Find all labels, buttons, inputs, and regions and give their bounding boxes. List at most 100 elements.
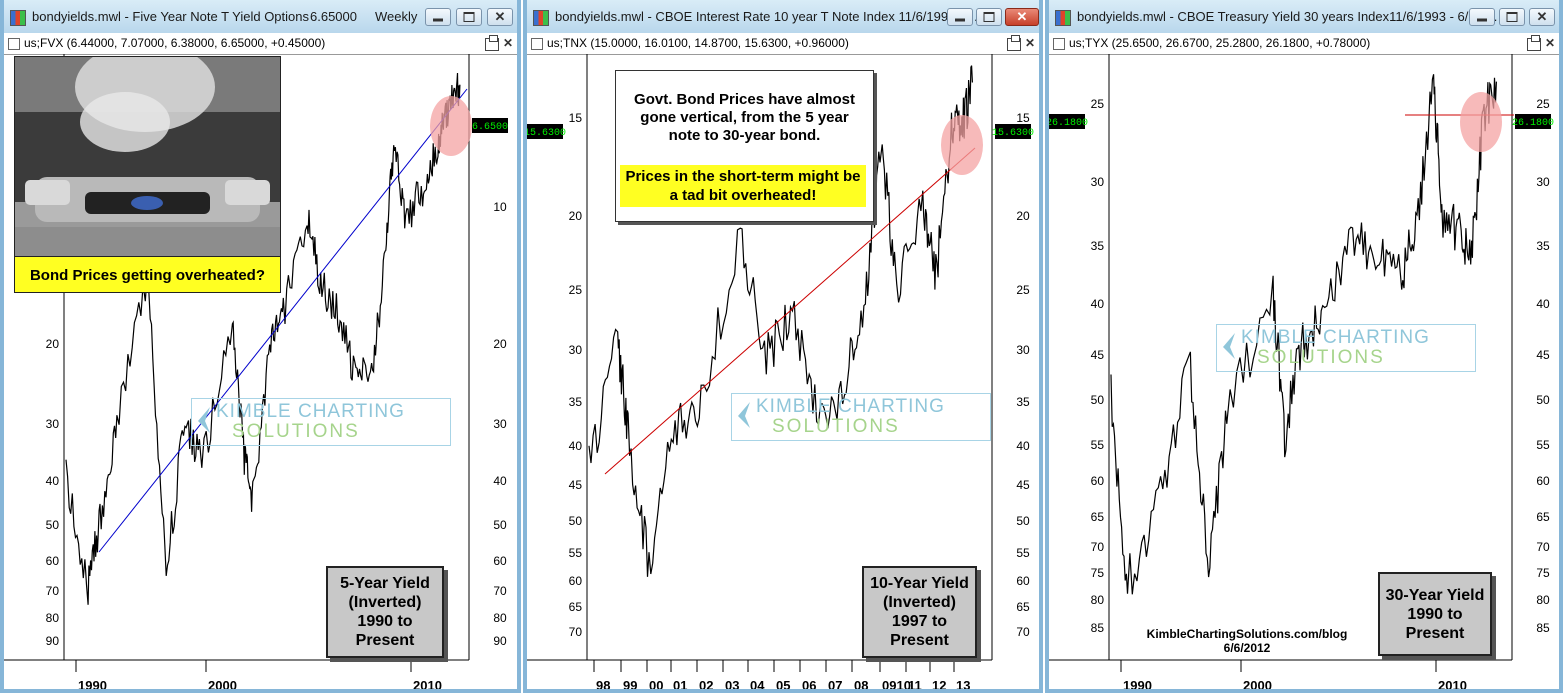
yield-series-line (588, 65, 973, 577)
minimize-button[interactable] (947, 8, 973, 26)
symbol-checkbox[interactable] (1053, 38, 1065, 50)
y-tick-label-left: 70 (569, 625, 583, 639)
maximize-button[interactable] (976, 8, 1002, 26)
y-tick-label-left: 60 (569, 574, 583, 588)
x-tick-label: 2010 (1438, 678, 1467, 693)
y-tick-label-left: 30 (46, 417, 60, 431)
restore-icon[interactable] (1527, 35, 1541, 51)
y-tick-label-right: 35 (1016, 395, 1030, 409)
maximize-button[interactable] (456, 8, 482, 26)
minimize-icon (1477, 18, 1487, 22)
close-icon: ✕ (1536, 9, 1548, 24)
y-tick-label-left: 55 (1091, 438, 1105, 452)
price-tag-box (995, 124, 1031, 139)
y-tick-label-right: 65 (1016, 600, 1030, 614)
app-icon (10, 10, 26, 26)
y-tick-label-right: 60 (1536, 474, 1550, 488)
minimize-button[interactable] (425, 8, 451, 26)
engine-photo (14, 56, 281, 258)
symbol-info-bar: us;TNX (15.0000, 16.0100, 14.8700, 15.63… (527, 33, 1039, 55)
maximize-button[interactable] (1499, 8, 1525, 26)
label-line: (Inverted) (348, 594, 422, 611)
symbol-info-bar: us;FVX (6.44000, 7.07000, 6.38000, 6.650… (4, 33, 517, 55)
pane-close-icon[interactable]: ✕ (1025, 36, 1036, 50)
symbol-checkbox[interactable] (8, 38, 20, 50)
annotation-text: Govt. Bond Prices have almost gone verti… (634, 91, 855, 144)
price-tag-box-left (1049, 114, 1085, 129)
price-tag-label: 6.6500 (472, 122, 508, 133)
y-tick-label-left: 70 (46, 584, 60, 598)
restore-icon[interactable] (1007, 35, 1021, 51)
title-bar[interactable]: bondyields.mwl - CBOE Interest Rate 10 y… (527, 0, 1039, 34)
x-tick-label: 07 (828, 678, 842, 693)
restore-icon[interactable] (485, 35, 499, 51)
label-line: 1990 to (357, 613, 413, 630)
x-tick-label: 00 (649, 678, 663, 693)
x-tick-label: 04 (750, 678, 765, 693)
x-tick-label: 08 (854, 678, 868, 693)
y-tick-label-right: 60 (493, 554, 507, 568)
y-tick-label-right: 65 (1536, 510, 1550, 524)
photo-caption: Bond Prices getting overheated? (14, 256, 281, 293)
x-tick-label: 2000 (208, 678, 237, 693)
symbol-quote: us;TYX (25.6500, 26.6700, 25.2800, 26.18… (1069, 36, 1371, 50)
y-tick-label-right: 50 (1016, 514, 1030, 528)
y-tick-label-left: 40 (46, 474, 60, 488)
close-icon: ✕ (1016, 9, 1028, 24)
y-tick-label-left: 20 (46, 337, 60, 351)
yield-series-line (1110, 74, 1497, 595)
y-tick-label-left: 45 (1091, 348, 1105, 362)
pane-close-icon[interactable]: ✕ (503, 36, 514, 50)
trend-line (98, 88, 468, 553)
chart-window-30yr[interactable]: bondyields.mwl - CBOE Treasury Yield 30 … (1045, 0, 1563, 693)
label-line: (Inverted) (883, 594, 956, 611)
y-tick-label-right: 30 (1536, 175, 1550, 189)
y-tick-label-right: 20 (493, 337, 507, 351)
label-line: 1990 to (1407, 605, 1463, 623)
close-button[interactable]: ✕ (1005, 8, 1039, 26)
y-tick-label-left: 50 (1091, 393, 1105, 407)
y-tick-label-right: 55 (1536, 438, 1550, 452)
y-tick-label-right: 85 (1536, 621, 1550, 635)
y-tick-label-left: 80 (1091, 593, 1105, 607)
title-bar[interactable]: bondyields.mwl - CBOE Treasury Yield 30 … (1049, 0, 1559, 34)
y-tick-label-left: 50 (46, 518, 60, 532)
y-tick-label-left: 90 (46, 634, 60, 648)
y-tick-label-right: 70 (1536, 540, 1550, 554)
y-tick-label-left: 60 (46, 554, 60, 568)
minimize-icon (955, 18, 965, 22)
watermark-line2: SOLUTIONS (772, 416, 900, 437)
y-tick-label-right: 30 (493, 417, 507, 431)
x-tick-label: 03 (725, 678, 739, 693)
symbol-checkbox[interactable] (531, 38, 543, 50)
y-tick-label-right: 25 (1016, 283, 1030, 297)
chart-label-box: 30-Year Yield 1990 to Present (1378, 572, 1492, 656)
maximize-icon (463, 12, 475, 22)
y-tick-label-left: 70 (1091, 540, 1105, 554)
chart-plot: 15 15 20 20 25 25 30 30 35 35 40 40 45 45 50 50 55 55 60 60… (527, 54, 1034, 693)
close-button[interactable]: ✕ (487, 8, 513, 26)
y-tick-label-right: 60 (1016, 574, 1030, 588)
x-tick-label: 12 (932, 678, 946, 693)
chart-plot: 25 25 30 30 35 35 40 40 45 45 50 50 55 55 60 60 65 65 70 70… (1049, 54, 1554, 693)
close-button[interactable]: ✕ (1529, 8, 1555, 26)
x-tick-label: 02 (699, 678, 713, 693)
y-tick-label-left: 15 (569, 111, 583, 125)
pane-close-icon[interactable]: ✕ (1545, 36, 1556, 50)
label-line: Present (355, 632, 415, 649)
yield-series-line (65, 72, 461, 605)
app-icon (533, 10, 549, 26)
watermark: KIMBLE CHARTING SOLUTIONS (731, 393, 991, 441)
minimize-button[interactable] (1469, 8, 1495, 26)
y-tick-label-left: 65 (1091, 510, 1105, 524)
x-tick-label: 11 (908, 678, 922, 693)
chart-window-10yr[interactable]: bondyields.mwl - CBOE Interest Rate 10 y… (523, 0, 1043, 693)
highlight-circle (430, 96, 472, 156)
y-tick-label-left: 80 (46, 611, 60, 625)
symbol-quote: us;TNX (15.0000, 16.0100, 14.8700, 15.63… (547, 36, 849, 50)
title-bar[interactable]: bondyields.mwl - Five Year Note T Yield … (4, 0, 517, 34)
close-icon: ✕ (494, 9, 506, 24)
chart-window-5yr[interactable]: bondyields.mwl - Five Year Note T Yield … (0, 0, 521, 693)
y-tick-label-right: 75 (1536, 566, 1550, 580)
minimize-icon (433, 18, 443, 22)
